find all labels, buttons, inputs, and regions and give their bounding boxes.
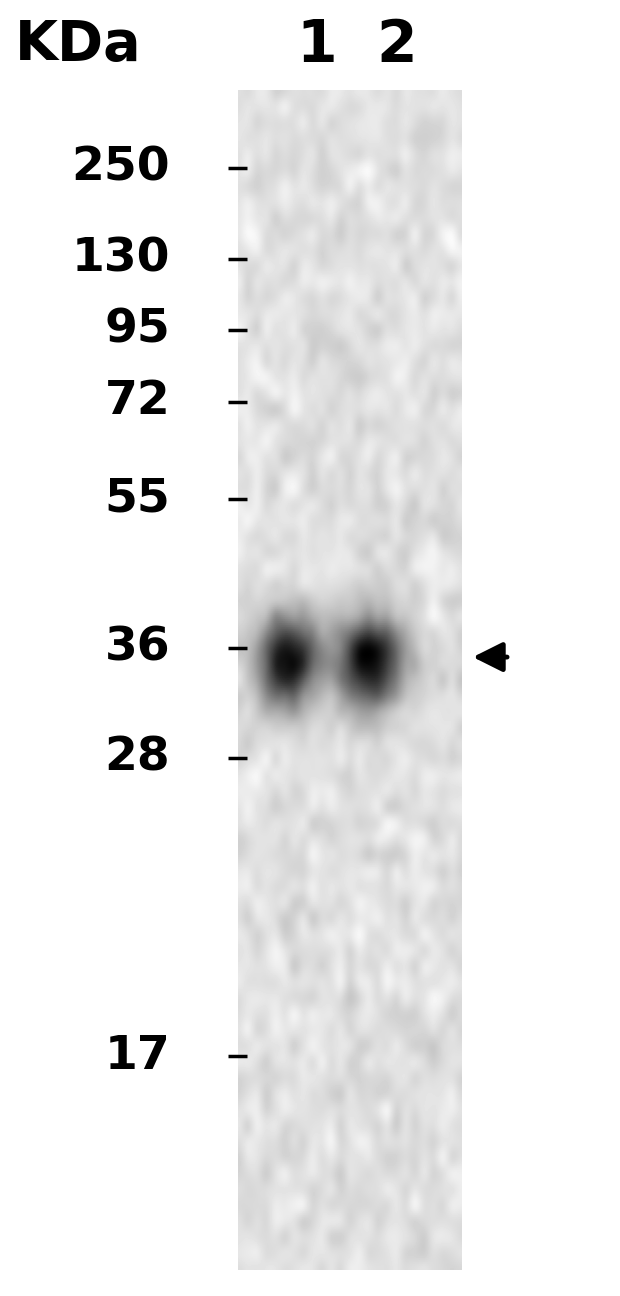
Text: 95: 95	[105, 308, 170, 353]
Text: 2: 2	[376, 17, 417, 74]
Text: 28: 28	[105, 736, 170, 780]
Text: 55: 55	[105, 477, 170, 521]
Text: 250: 250	[71, 146, 170, 191]
Text: KDa: KDa	[15, 18, 142, 73]
Text: 36: 36	[105, 626, 170, 670]
Text: 72: 72	[105, 380, 170, 424]
Text: 17: 17	[105, 1034, 170, 1078]
Text: 130: 130	[72, 237, 170, 281]
Text: 1: 1	[297, 17, 337, 74]
